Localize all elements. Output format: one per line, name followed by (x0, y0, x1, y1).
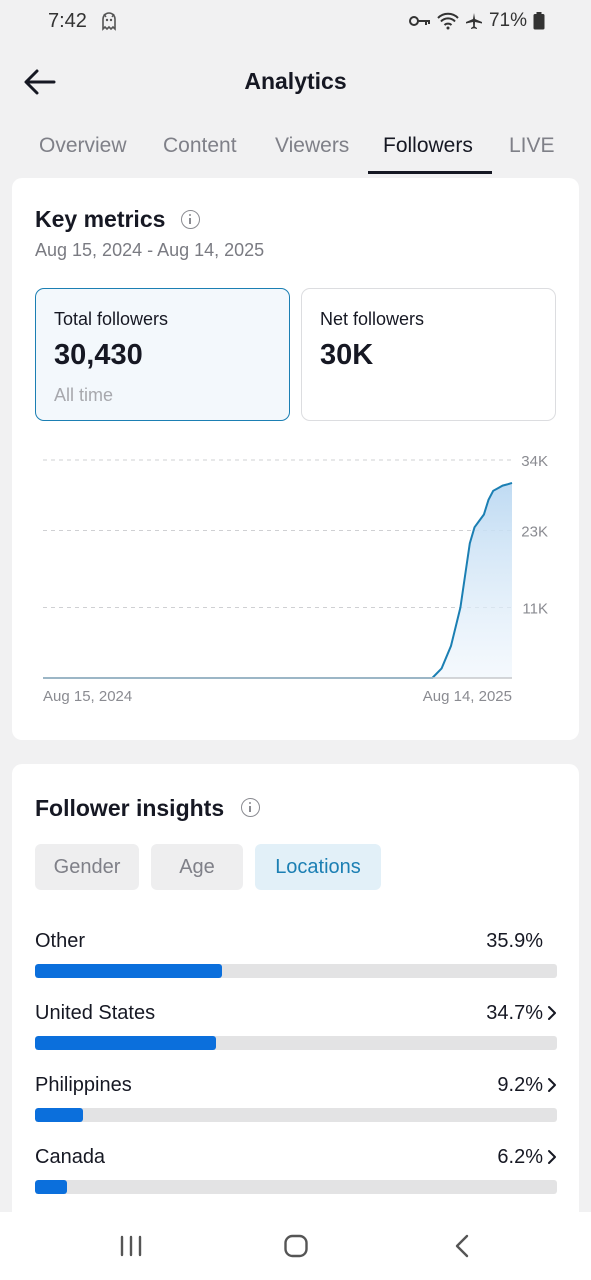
location-bar-track (35, 964, 557, 978)
key-metrics-card: Key metrics Aug 15, 2024 - Aug 14, 2025 … (12, 178, 579, 740)
status-bar: 7:42 71% (0, 0, 591, 44)
tab-viewers[interactable]: Viewers (275, 134, 350, 157)
app-header: Analytics (0, 52, 591, 112)
tab-gender[interactable]: Gender (35, 844, 139, 890)
location-name: Other (35, 930, 86, 952)
location-name: United States (35, 1002, 156, 1024)
location-row[interactable]: United States 34.7% (35, 1002, 557, 1068)
location-bar-track (35, 1108, 557, 1122)
info-icon[interactable] (181, 210, 200, 229)
chart-y-tick-label: 11K (522, 600, 548, 617)
battery-icon (533, 12, 545, 30)
followers-chart: 34K 23K 11K Aug 15, 2024 Aug 14, 2025 (43, 453, 548, 705)
info-icon[interactable] (241, 798, 260, 817)
location-row[interactable]: Philippines 9.2% (35, 1074, 557, 1140)
back-icon (455, 1234, 469, 1258)
tab-locations[interactable]: Locations (255, 844, 381, 890)
location-bar-fill (35, 964, 223, 978)
wifi-icon (437, 12, 459, 30)
follower-insights-card: Follower insights Gender Age Locations O… (12, 764, 579, 1224)
key-icon (408, 14, 431, 28)
status-icons: 71% (408, 10, 545, 32)
back-nav-button[interactable] (452, 1234, 472, 1263)
location-bar-track (35, 1036, 557, 1050)
chevron-right-icon (548, 1078, 556, 1092)
total-followers-card[interactable]: Total followers 30,430 All time (35, 288, 290, 421)
location-percent: 34.7% (486, 1002, 543, 1024)
chart-x-tick-label: Aug 15, 2024 (43, 688, 132, 705)
home-icon (284, 1234, 308, 1258)
home-button[interactable] (283, 1234, 309, 1263)
chart-x-tick-label: Aug 14, 2025 (423, 688, 512, 705)
total-followers-value: 30,430 (54, 339, 143, 371)
system-nav-bar (0, 1212, 591, 1280)
chart-y-tick-label: 23K (521, 524, 548, 541)
location-row[interactable]: Canada 6.2% (35, 1146, 557, 1212)
key-metrics-title: Key metrics (35, 206, 166, 232)
battery-percent: 71% (488, 10, 527, 31)
active-tab-indicator (368, 171, 492, 174)
analytics-tabs: Overview Content Viewers Followers LIVE (0, 126, 591, 176)
location-bar-track (35, 1180, 557, 1194)
chart-area-fill (432, 482, 512, 678)
chevron-right-icon (548, 1006, 556, 1020)
date-range: Aug 15, 2024 - Aug 14, 2025 (35, 240, 265, 260)
location-percent: 6.2% (497, 1146, 543, 1168)
tab-followers[interactable]: Followers (383, 134, 473, 157)
airplane-icon (465, 12, 483, 30)
location-name: Canada (35, 1146, 106, 1168)
location-row: Other 35.9% (35, 930, 557, 996)
tab-content[interactable]: Content (163, 134, 237, 157)
chart-y-tick-label: 34K (521, 453, 548, 470)
net-followers-label: Net followers (320, 309, 425, 329)
page-title: Analytics (244, 68, 347, 94)
location-bar-fill (35, 1108, 84, 1122)
chart-series-line (43, 481, 513, 679)
tab-age[interactable]: Age (151, 844, 243, 890)
total-followers-label: Total followers (54, 309, 169, 329)
arrow-left-icon (24, 69, 56, 95)
location-bar-fill (35, 1180, 68, 1194)
tab-live[interactable]: LIVE (509, 134, 555, 157)
total-followers-sub: All time (54, 385, 114, 405)
ghost-icon (100, 11, 118, 36)
follower-insights-title: Follower insights (35, 795, 225, 821)
net-followers-value: 30K (320, 339, 374, 371)
back-button[interactable] (22, 64, 58, 100)
recents-icon (120, 1235, 142, 1257)
location-percent: 35.9% (486, 930, 543, 952)
location-name: Philippines (35, 1074, 132, 1096)
net-followers-card[interactable]: Net followers 30K (301, 288, 556, 421)
location-percent: 9.2% (497, 1074, 543, 1096)
status-time: 7:42 (48, 10, 87, 32)
location-bar-fill (35, 1036, 217, 1050)
tab-overview[interactable]: Overview (39, 134, 127, 157)
chevron-right-icon (548, 1150, 556, 1164)
recents-button[interactable] (118, 1234, 144, 1263)
